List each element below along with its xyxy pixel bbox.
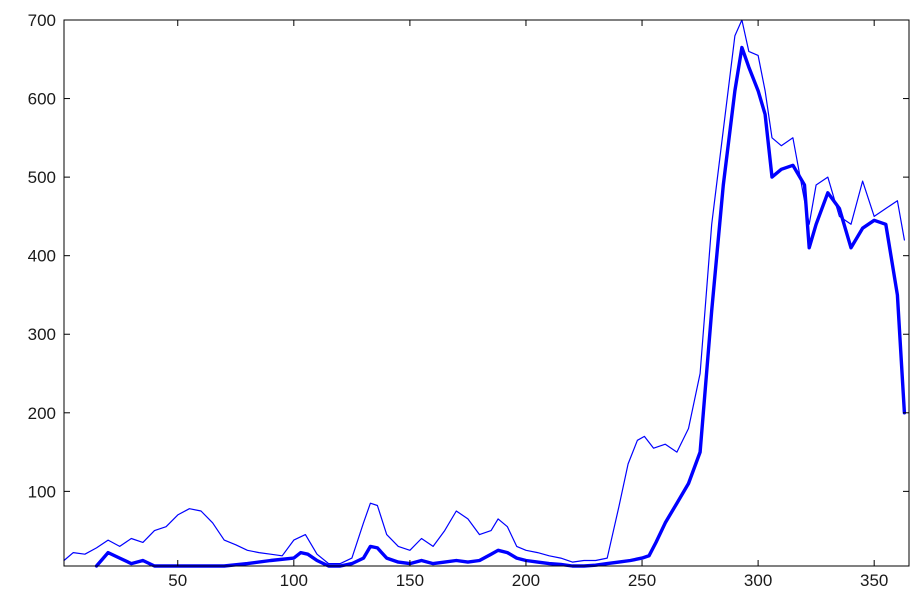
axes-frame (63, 19, 910, 567)
x-tick-label-200: 200 (512, 571, 540, 589)
plot-area (64, 20, 909, 566)
y-tick-label-400: 400 (28, 247, 56, 266)
y-tick-label-100: 100 (28, 482, 56, 501)
y-tick-label-500: 500 (28, 168, 56, 187)
y-tick-label-600: 600 (28, 90, 56, 109)
series-line-1-thin (63, 19, 906, 565)
x-tick-label-100: 100 (280, 571, 308, 589)
x-tick-label-300: 300 (744, 571, 772, 589)
x-axis-ticks: 50 100 150 200 250 300 350 (168, 20, 888, 589)
y-tick-label-700: 700 (28, 11, 56, 30)
plot-background (64, 20, 909, 566)
x-tick-label-50: 50 (168, 571, 187, 589)
y-tick-label-300: 300 (28, 325, 56, 344)
series-group (63, 19, 907, 568)
y-tick-label-200: 200 (28, 404, 56, 423)
x-tick-label-250: 250 (628, 571, 656, 589)
axes-box (63, 19, 910, 567)
series-line-2-thick (94, 45, 907, 568)
x-tick-label-350: 350 (860, 571, 888, 589)
x-tick-label-150: 150 (396, 571, 424, 589)
y-axis-ticks: 100 200 300 400 500 600 700 (28, 11, 909, 501)
